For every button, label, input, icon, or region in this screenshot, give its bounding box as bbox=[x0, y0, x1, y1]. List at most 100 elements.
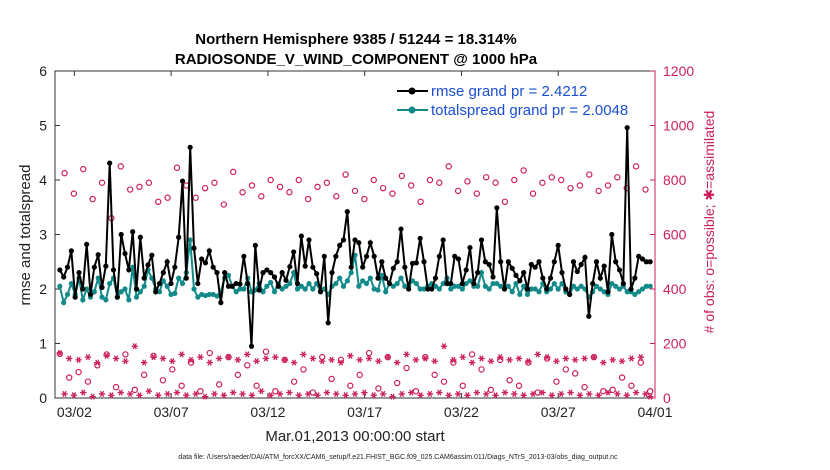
spread-point bbox=[176, 275, 182, 281]
obs-assimilated-point bbox=[450, 356, 457, 363]
y-axis-label-right: # of obs: o=possible; ✱=assimilated bbox=[701, 111, 717, 334]
obs-assimilated-point bbox=[347, 352, 354, 359]
rmse-point bbox=[210, 264, 216, 270]
rmse-point bbox=[225, 283, 232, 289]
obs-possible-point bbox=[487, 386, 495, 394]
obs-assimilated-point bbox=[632, 389, 640, 396]
rmse-point bbox=[386, 280, 393, 287]
rmse-point bbox=[122, 250, 128, 257]
obs-assimilated-point bbox=[520, 392, 527, 399]
obs-assimilated-point bbox=[225, 354, 232, 361]
spread-point bbox=[432, 283, 439, 289]
rmse-point bbox=[375, 275, 381, 281]
obs-assimilated-point bbox=[197, 354, 204, 361]
obs-possible-point bbox=[562, 366, 570, 373]
spread-point bbox=[486, 286, 492, 292]
obs-assimilated-point bbox=[66, 355, 73, 362]
spread-point bbox=[68, 280, 74, 287]
spread-point bbox=[616, 286, 623, 292]
spread-point bbox=[402, 283, 408, 289]
spread-point bbox=[241, 286, 247, 292]
obs-possible-point bbox=[454, 187, 462, 195]
rmse-point bbox=[394, 259, 400, 265]
rmse-point bbox=[241, 253, 247, 259]
spread-point bbox=[141, 283, 147, 289]
spread-point bbox=[498, 283, 504, 289]
rmse-point bbox=[348, 264, 354, 270]
rmse-point bbox=[478, 237, 485, 243]
rmse-point bbox=[570, 259, 577, 265]
obs-possible-point bbox=[253, 382, 260, 389]
obs-possible-point bbox=[431, 371, 438, 379]
obs-assimilated-point bbox=[576, 392, 584, 399]
spread-point bbox=[547, 286, 554, 292]
obs-possible-point bbox=[319, 353, 326, 361]
obs-possible-point bbox=[342, 171, 349, 178]
rmse-point bbox=[540, 275, 546, 281]
obs-assimilated-point bbox=[586, 390, 593, 398]
obs-assimilated-point bbox=[244, 351, 251, 358]
obs-assimilated-point bbox=[169, 358, 176, 365]
obs-assimilated-point bbox=[323, 389, 331, 396]
obs-assimilated-point bbox=[445, 392, 452, 399]
obs-assimilated-point bbox=[468, 359, 476, 366]
obs-assimilated-point bbox=[61, 390, 68, 398]
obs-possible-point bbox=[61, 169, 68, 177]
obs-assimilated-point bbox=[206, 359, 213, 366]
obs-possible-point bbox=[482, 174, 490, 181]
spread-point bbox=[107, 280, 113, 287]
obs-assimilated-point bbox=[590, 354, 598, 361]
obs-assimilated-point bbox=[253, 358, 260, 365]
spread-point bbox=[467, 278, 473, 284]
rmse-point bbox=[597, 275, 603, 281]
obs-assimilated-point bbox=[492, 392, 499, 399]
rmse-point bbox=[68, 248, 74, 254]
x-tick-label: 03/07 bbox=[154, 404, 189, 420]
x-tick-label: 04/01 bbox=[637, 404, 672, 420]
rmse-point bbox=[586, 313, 592, 319]
rmse-point bbox=[183, 275, 189, 281]
rmse-point bbox=[160, 270, 166, 276]
obs-assimilated-point bbox=[501, 389, 509, 396]
spread-point bbox=[475, 283, 481, 289]
obs-assimilated-point bbox=[201, 393, 209, 400]
rmse-point bbox=[275, 283, 281, 289]
spread-point bbox=[268, 279, 274, 286]
spread-point bbox=[421, 286, 427, 292]
obs-assimilated-point bbox=[295, 392, 302, 399]
obs-possible-point bbox=[632, 163, 640, 170]
obs-possible-point bbox=[206, 349, 213, 357]
rmse-point bbox=[61, 274, 67, 280]
series-layer bbox=[57, 125, 653, 349]
rmse-point bbox=[555, 242, 561, 248]
obs-possible-point bbox=[403, 364, 410, 372]
rmse-point bbox=[107, 160, 113, 166]
spread-point bbox=[225, 272, 232, 278]
rmse-point bbox=[260, 270, 266, 276]
obs-assimilated-point bbox=[408, 389, 415, 396]
rmse-point bbox=[498, 259, 504, 265]
obs-assimilated-point bbox=[333, 390, 340, 398]
obs-possible-point bbox=[604, 182, 612, 189]
rmse-point bbox=[214, 270, 220, 276]
rmse-point bbox=[532, 264, 538, 270]
obs-possible-point bbox=[628, 382, 635, 389]
obs-possible-point bbox=[70, 190, 78, 197]
rmse-point bbox=[551, 259, 557, 265]
rmse-point bbox=[233, 280, 239, 287]
rmse-point bbox=[582, 254, 588, 260]
rmse-point bbox=[195, 280, 201, 287]
rmse-point bbox=[137, 234, 143, 240]
obs-possible-point bbox=[215, 381, 223, 388]
rmse-point bbox=[517, 278, 523, 284]
rmse-point bbox=[624, 125, 630, 131]
obs-possible-point bbox=[84, 378, 92, 385]
obs-assimilated-point bbox=[361, 389, 368, 396]
spread-point bbox=[172, 290, 178, 296]
obs-assimilated-point bbox=[220, 392, 228, 399]
obs-assimilated-point bbox=[609, 356, 616, 363]
obs-possible-point bbox=[571, 370, 579, 377]
rmse-point bbox=[647, 259, 653, 265]
obs-assimilated-point bbox=[356, 356, 363, 363]
